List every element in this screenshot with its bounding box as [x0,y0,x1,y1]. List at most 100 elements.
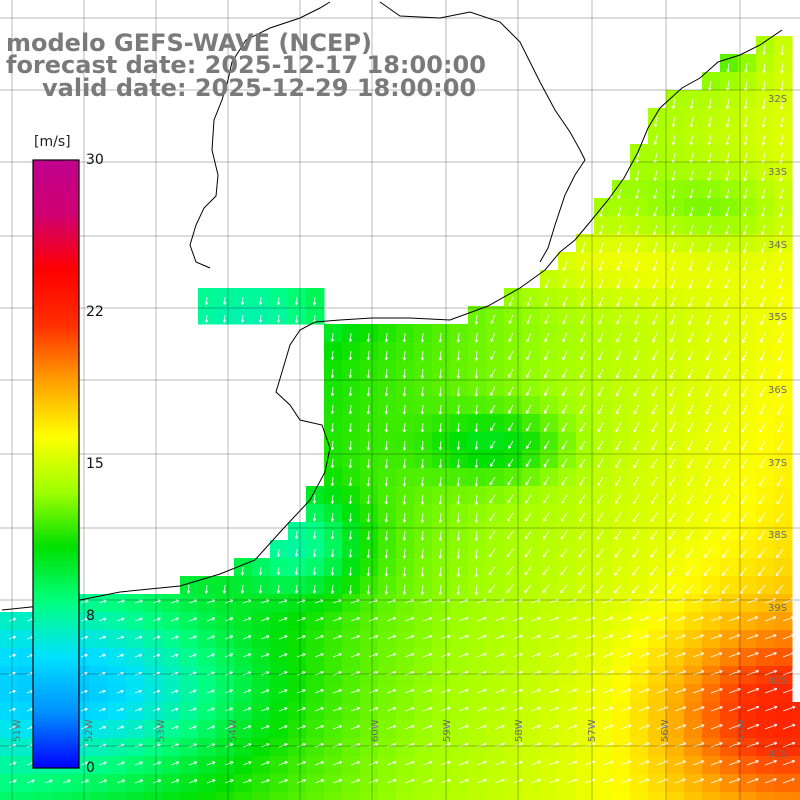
wind-arrow [206,617,215,622]
wind-arrow-head [502,635,505,639]
wind-arrow-head [475,465,479,469]
wind-arrow [205,584,208,594]
wind-arrow-head [331,590,335,594]
wind-arrow-head [230,599,234,603]
wind-arrow [548,653,559,658]
wind-arrow [597,494,604,504]
wind-arrow-head [705,394,709,397]
wind-arrow [458,671,469,676]
wind-arrow [80,599,89,604]
wind-arrow-head [506,573,510,576]
wind-arrow [494,743,505,748]
wind-arrow [668,512,676,522]
wind-arrow-head [402,537,405,541]
wind-arrow-head [650,555,654,558]
wind-speed-field [0,36,800,800]
wind-arrow [332,671,342,676]
wind-arrow-head [745,88,748,92]
wind-arrow-head [366,483,369,487]
wind-arrow-head [628,635,632,638]
wind-arrow [530,617,541,622]
wind-arrow [331,404,334,414]
wind-arrow-head [725,123,728,128]
wind-arrow-head [484,743,487,747]
wind-arrow-head [773,634,777,638]
wind-arrow-head [375,617,379,621]
wind-arrow-head [366,554,369,559]
wind-arrow [277,314,280,323]
wind-arrow-head [792,652,795,656]
wind-arrow-head [506,591,510,594]
lat-label: 39S [768,603,787,614]
wind-arrow-head [439,591,443,595]
wind-arrow [634,314,640,325]
wind-arrow-head [348,393,351,397]
wind-arrow [206,761,216,766]
wind-arrow-head [596,537,600,540]
wind-arrow-head [652,304,656,307]
wind-arrow-head [617,195,619,199]
wind-arrow [707,224,712,235]
wind-arrow-head [574,617,577,621]
wind-arrow-head [13,690,16,694]
wind-arrow [8,618,17,622]
wind-arrow [762,134,766,146]
wind-arrow-head [175,672,179,675]
wind-arrow [674,616,686,622]
wind-arrow-head [438,537,441,541]
wind-arrow [674,652,686,658]
wind-arrow-head [212,708,215,711]
wind-arrow [242,707,252,712]
wind-arrow-head [701,616,704,620]
wind-arrow-head [596,555,600,558]
wind-arrow [349,458,352,469]
wind-arrow-head [205,301,209,305]
wind-arrow [116,618,125,622]
wind-arrow-head [420,465,423,469]
wind-arrow [672,188,676,199]
wind-arrow-head [312,302,315,306]
wind-arrow-head [759,448,763,451]
wind-arrow-head [628,653,632,656]
wind-arrow [688,278,694,289]
wind-arrow-head [701,670,705,674]
wind-arrow [760,314,766,325]
wind-arrow-head [520,743,523,747]
wind-arrow-head [725,213,727,217]
wind-arrow-head [653,268,656,272]
wind-arrow-head [543,483,547,486]
wind-arrow [152,708,160,712]
wind-arrow-head [759,394,763,397]
wind-arrow [776,512,784,523]
wind-arrow-head [738,724,741,728]
wind-arrow [616,314,622,325]
wind-arrow-head [474,591,477,595]
wind-arrow-head [266,599,270,603]
wind-arrow [457,566,460,577]
wind-arrow [726,98,730,109]
wind-arrow [439,332,442,343]
wind-arrow-head [707,141,710,145]
wind-arrow [295,314,298,323]
wind-arrow-head [740,556,744,559]
wind-arrow-head [366,429,369,433]
wind-arrow [746,706,760,712]
wind-arrow [403,494,406,505]
wind-arrow [170,617,179,622]
wind-arrow-head [597,447,601,450]
wind-arrow [654,134,658,145]
wind-arrow-head [266,725,270,729]
wind-arrow-head [439,501,443,505]
wind-arrow [26,708,34,712]
wind-arrow [152,779,162,784]
wind-arrow-head [357,725,361,729]
wind-arrow-head [779,250,783,254]
wind-arrow-head [701,652,705,656]
wind-arrow-head [474,573,477,577]
wind-arrow-head [508,446,512,449]
wind-arrow-head [212,690,215,693]
wind-arrow [598,296,604,307]
wind-arrow-head [339,779,343,783]
wind-arrow [620,724,632,730]
wind-arrow-head [393,653,397,657]
